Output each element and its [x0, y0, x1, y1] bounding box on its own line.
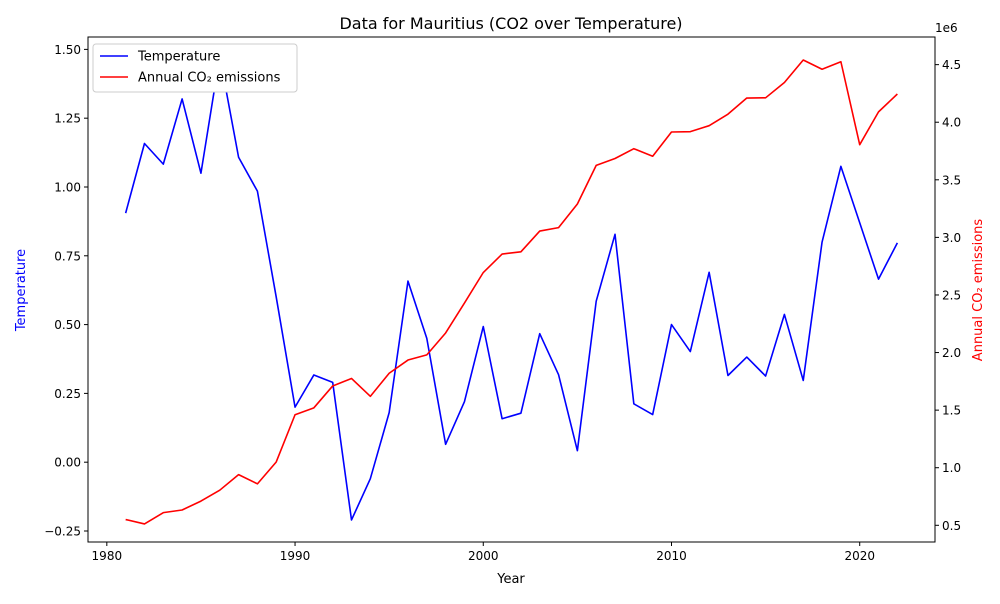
y-left-tick-label: 0.50	[54, 318, 81, 332]
y-right-tick-label: 1.5	[942, 404, 961, 418]
y-left-tick-label: 0.25	[54, 387, 81, 401]
plot-frame	[87, 36, 936, 543]
legend-label-co2: Annual CO₂ emissions	[138, 71, 281, 86]
legend: Temperature Annual CO₂ emissions	[92, 43, 298, 93]
y-left-tick-label: −0.25	[44, 524, 81, 538]
y-right-tick-label: 2.5	[942, 288, 961, 302]
y-right-tick-label: 2.0	[942, 346, 961, 360]
series-line-co2	[125, 59, 898, 525]
x-axis-label: Year	[496, 572, 525, 587]
series-line-temperature	[124, 55, 899, 521]
y-right-tick-label: 4.0	[942, 116, 961, 130]
y-left-tick-label: 1.25	[54, 112, 81, 126]
y-left-tick-label: 1.50	[54, 43, 81, 57]
y-right-axis-label: Annual CO₂ emissions	[971, 219, 986, 362]
plot-layer	[124, 55, 899, 525]
axes-layer: 1980 1990 2000 2010 2020 −0.25 0.00 0.25 0.50 0.7…	[44, 43, 961, 563]
y-left-axis-label: Temperature	[14, 249, 29, 332]
y-right-tick-label: 1.0	[942, 461, 961, 475]
x-tick-label: 2000	[468, 549, 499, 563]
legend-label-temperature: Temperature	[137, 50, 220, 65]
y-right-tick-label: 0.5	[942, 519, 961, 533]
y-right-offset-label: 1e6	[935, 21, 958, 35]
y-right-tick-label: 4.5	[942, 58, 961, 72]
chart-title: Data for Mauritius (CO2 over Temperature…	[339, 14, 682, 33]
x-tick-label: 2010	[656, 549, 687, 563]
y-left-tick-label: 0.00	[54, 456, 81, 470]
y-right-tick-label: 3.5	[942, 173, 961, 187]
y-left-tick-label: 0.75	[54, 249, 81, 263]
x-tick-label: 1980	[92, 549, 123, 563]
x-tick-label: 2020	[844, 549, 875, 563]
y-left-tick-label: 1.00	[54, 180, 81, 194]
y-right-tick-label: 3.0	[942, 231, 961, 245]
x-tick-label: 1990	[280, 549, 311, 563]
legend-box	[92, 43, 298, 93]
